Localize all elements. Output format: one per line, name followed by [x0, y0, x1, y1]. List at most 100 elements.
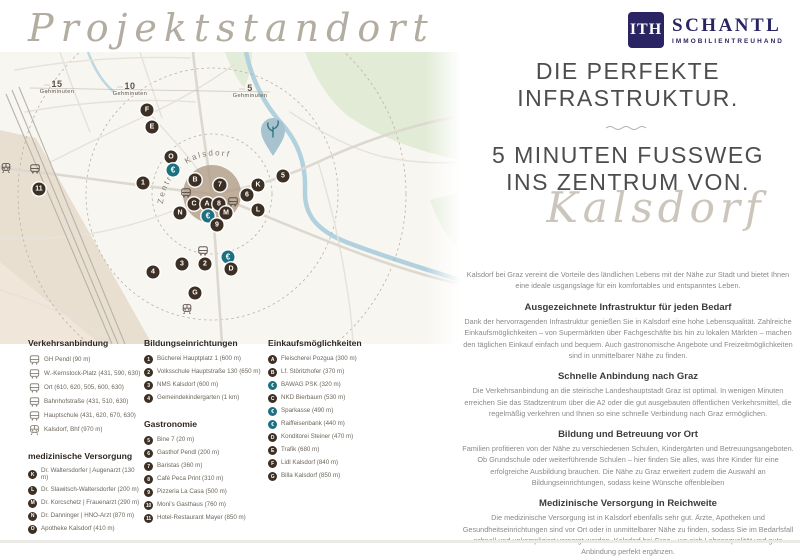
- map-marker-F: F: [140, 103, 154, 117]
- legend-item: L Dr. Slawitsch-Waltersdorfer (200 m): [28, 485, 142, 495]
- legend-item: 2 Volksschule Hauptstraße 130 (650 m): [144, 368, 266, 377]
- marker-badge: A: [268, 355, 277, 364]
- logo-text: SCHANTL IMMOBILIENTREUHAND: [672, 16, 784, 45]
- legend-item: N Dr. Danninger | HNO-Arzt (870 m): [28, 511, 142, 521]
- marker-badge: E: [268, 446, 277, 455]
- walk-labels-layer: 15 Gehminuten 10 Gehminuten 5 Gehminuten: [0, 52, 460, 344]
- map-marker-B: B: [188, 173, 202, 187]
- legend-column-3: Einkaufsmöglichkeiten A Fleischerei Pozgu…: [268, 338, 428, 485]
- legend-item-label: Lidl Kalsdorf (840 m): [281, 459, 339, 467]
- legend-item-label: Ort (610, 620, 505, 600, 630): [44, 383, 124, 391]
- marker-badge: 11: [144, 514, 153, 523]
- logo-company-name: SCHANTL: [672, 14, 782, 36]
- project-location-pin: [261, 118, 285, 156]
- marker-badge: F: [268, 459, 277, 468]
- train-stop-icon: [1, 160, 12, 178]
- infrastructure-panel: DIE PERFEKTE INFRASTRUKTUR. 5 MINUTEN FU…: [462, 58, 794, 557]
- legend-item-label: Café Peca Print (310 m): [157, 475, 224, 483]
- heading-infrastruktur: DIE PERFEKTE INFRASTRUKTUR.: [517, 58, 739, 111]
- legend-item-label: BAWAG PSK (320 m): [281, 381, 341, 389]
- script-kalsdorf: Kalsdorf: [546, 182, 766, 232]
- map-marker-11: 11: [32, 182, 46, 196]
- legend-item: D Konditorei Steiner (470 m): [268, 433, 428, 442]
- marker-badge: K: [28, 470, 37, 480]
- legend-item: O Apotheke Kalsdorf (410 m): [28, 524, 142, 534]
- legend-item: € BAWAG PSK (320 m): [268, 381, 428, 390]
- legend-item-label: Konditorei Steiner (470 m): [281, 433, 354, 441]
- legend-item-label: Gasthof Pendl (200 m): [157, 449, 220, 457]
- marker-badge: B: [268, 368, 277, 377]
- map-marker-€: €: [221, 250, 235, 264]
- map-marker-D: D: [224, 262, 238, 276]
- map-marker-6: 6: [240, 188, 254, 202]
- intro-paragraph: Kalsdorf bei Graz vereint die Vorteile d…: [466, 269, 790, 291]
- legend-item-label: Sparkasse (490 m): [281, 407, 334, 415]
- legend-item: GH Pendl (90 m): [28, 355, 142, 365]
- walk-distance-label: 15 Gehminuten: [39, 79, 75, 95]
- marker-badge: C: [268, 394, 277, 403]
- legend-item-label: Bahnhofstraße (431, 510, 630): [44, 397, 129, 405]
- map-marker-7: 7: [213, 178, 227, 192]
- marker-badge: D: [268, 433, 277, 442]
- legend-item: C NKD Bierbaum (530 m): [268, 394, 428, 403]
- legend-medical: medizinische Versorgung K Dr. Waltersdorf…: [28, 451, 142, 534]
- legend-item: 10 Moni's Gasthaus (760 m): [144, 501, 266, 510]
- map-marker-G: G: [188, 286, 202, 300]
- legend-item-label: Dr. Korcschetz | Frauenarzt (290 m): [41, 498, 140, 506]
- marker-badge: 7: [144, 462, 153, 471]
- map-marker-5: 5: [276, 169, 290, 183]
- legend-item: K Dr. Waltersdorfer | Augenarzt (130 m): [28, 467, 142, 482]
- walk-distance-label: 10 Gehminuten: [112, 81, 148, 97]
- legend-item: Hauptschule (431, 620, 670, 630): [28, 411, 142, 421]
- legend-education: Bildungseinrichtungen 1 Bücherei Hauptpla…: [144, 338, 266, 403]
- legend-transport: Verkehrsanbindung GH Pendl (90 m) W.-Kern…: [28, 338, 142, 435]
- section-bildung: Bildung und Betreuung vor Ort Familien p…: [462, 429, 794, 487]
- legend-item-label: Gemeindekindergarten (1 km): [157, 394, 240, 402]
- legend-item: 5 Bine 7 (20 m): [144, 436, 266, 445]
- legend-item-label: Baristas (360 m): [157, 462, 203, 470]
- map-marker-L: L: [251, 203, 265, 217]
- legend-item-label: NMS Kalsdorf (600 m): [157, 381, 219, 389]
- wavy-divider: [605, 126, 647, 131]
- legend-item-label: Bücherei Hauptplatz 1 (600 m): [157, 355, 241, 363]
- marker-badge: 6: [144, 449, 153, 458]
- legend-item: 9 Pizzeria La Casa (500 m): [144, 488, 266, 497]
- legend-item: 11 Hotel-Restaurant Mayer (850 m): [144, 514, 266, 523]
- legend-item-label: W.-Kernstock-Platz (431, 590, 630): [44, 369, 141, 377]
- legend-item-label: Moni's Gasthaus (760 m): [157, 501, 226, 509]
- legend-item: Kalsdorf, Bhf (970 m): [28, 425, 142, 435]
- legend-item: M Dr. Korcschetz | Frauenarzt (290 m): [28, 498, 142, 508]
- bus-icon: [28, 397, 40, 407]
- marker-badge: 10: [144, 501, 153, 510]
- bus-icon: [28, 355, 40, 365]
- marker-badge: G: [268, 472, 277, 481]
- map-marker-4: 4: [146, 265, 160, 279]
- bus-icon: [28, 383, 40, 393]
- map-base-graphic: Zentrum Kalsdorf: [0, 52, 460, 344]
- legend-item-label: Trafik (680 m): [281, 446, 320, 454]
- legend-column-1: Verkehrsanbindung GH Pendl (90 m) W.-Kern…: [28, 338, 142, 538]
- marker-badge: N: [28, 511, 37, 521]
- bus-stop-icon: [228, 194, 239, 212]
- legend-item: W.-Kernstock-Platz (431, 590, 630): [28, 369, 142, 379]
- legend-item-label: Lf. Störitzhofer (370 m): [281, 368, 345, 376]
- bus-stop-icon: [30, 161, 41, 179]
- map-marker-1: 1: [136, 176, 150, 190]
- map-markers-layer: F E O €1 B 7 C A 8 M N €9 K 6 L 5 11 3 2 € D 4 G: [0, 52, 460, 344]
- walk-distance-label: 5 Gehminuten: [232, 83, 268, 99]
- train-stop-icon: [182, 301, 193, 319]
- marker-badge: 8: [144, 475, 153, 484]
- map-marker-€: €: [201, 209, 215, 223]
- section-medizin: Medizinische Versorgung in Reichweite Di…: [462, 498, 794, 557]
- legend-item-label: Billa Kalsdorf (850 m): [281, 472, 341, 480]
- map-marker-€: €: [166, 163, 180, 177]
- marker-badge: 1: [144, 355, 153, 364]
- train-icon: [28, 425, 40, 435]
- legend-column-2: Bildungseinrichtungen 1 Bücherei Hauptpla…: [144, 338, 266, 527]
- legend-item-label: Raiffeisenbank (440 m): [281, 420, 345, 428]
- map-marker-N: N: [173, 206, 187, 220]
- map-marker-A: A: [200, 197, 214, 211]
- marker-badge: M: [28, 498, 37, 508]
- bus-stop-icon: [198, 243, 209, 261]
- legend-item: 6 Gasthof Pendl (200 m): [144, 449, 266, 458]
